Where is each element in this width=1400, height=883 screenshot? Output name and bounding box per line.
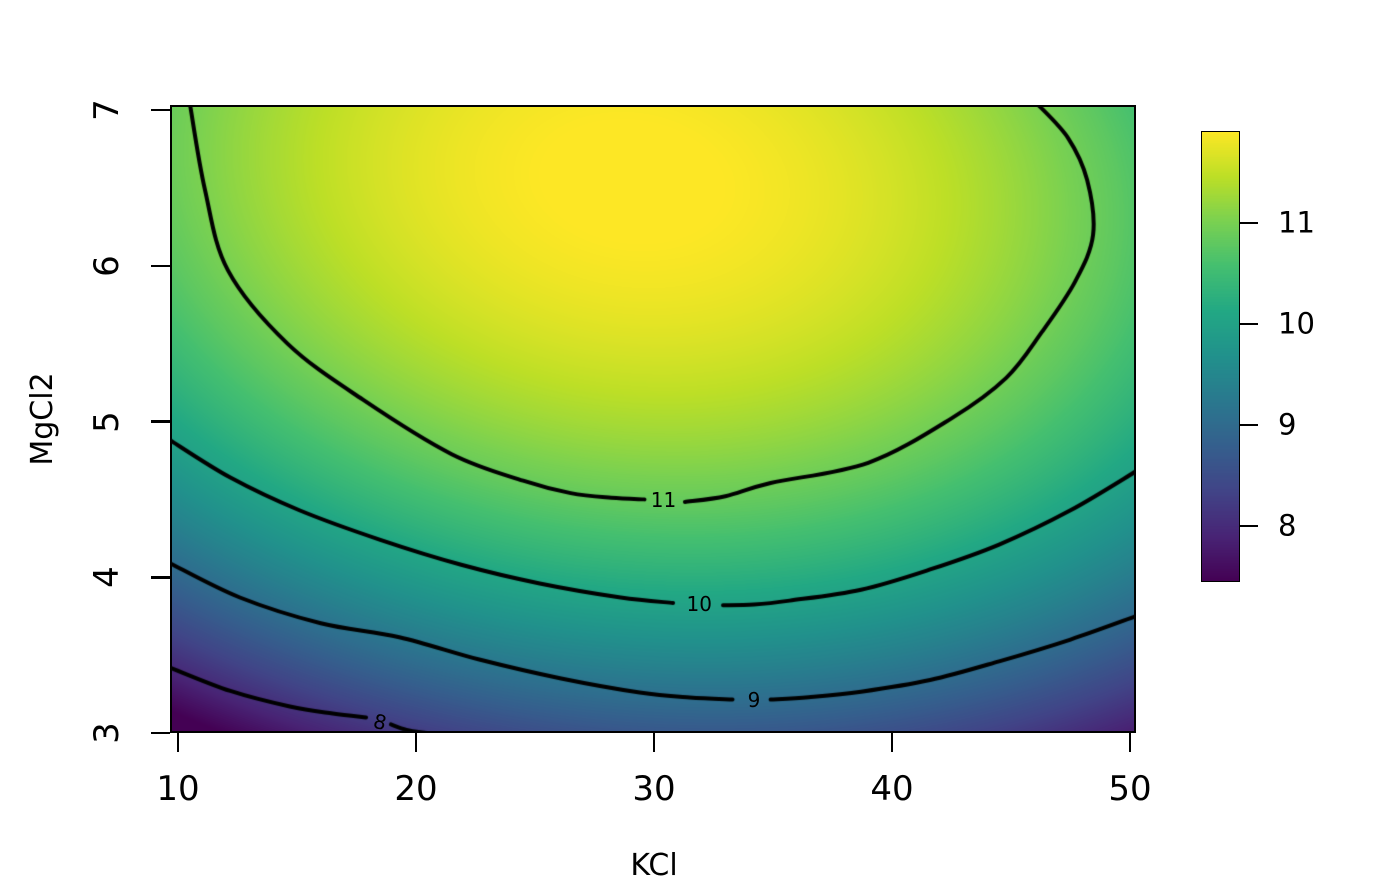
colorbar [1201, 131, 1240, 582]
x-tick-mark-40 [890, 733, 894, 752]
y-tick-label-7: 7 [87, 99, 127, 121]
colorbar-tick-mark-8 [1240, 524, 1258, 528]
contour-heatmap-canvas [170, 105, 1136, 733]
colorbar-tick-mark-10 [1240, 322, 1258, 326]
colorbar-tick-label-10: 10 [1278, 306, 1315, 341]
y-tick-label-5: 5 [87, 410, 127, 433]
x-tick-label-30: 30 [632, 769, 676, 809]
x-tick-label-40: 40 [870, 769, 914, 809]
colorbar-gradient-canvas [1201, 131, 1240, 582]
y-tick-mark-3 [151, 731, 170, 735]
y-tick-label-3: 3 [87, 722, 127, 744]
contour-label-10: 10 [686, 592, 712, 617]
y-tick-label-6: 6 [87, 254, 127, 277]
x-tick-mark-30 [652, 733, 656, 752]
y-tick-mark-4 [151, 576, 170, 579]
y-axis-title: MgCl2 [25, 372, 60, 466]
x-tick-mark-20 [414, 733, 418, 752]
y-tick-mark-5 [151, 420, 170, 423]
colorbar-tick-label-9: 9 [1278, 407, 1297, 442]
contour-label-9: 9 [747, 688, 761, 713]
x-tick-mark-10 [176, 733, 180, 752]
colorbar-tick-mark-11 [1240, 221, 1258, 225]
colorbar-tick-label-11: 11 [1278, 205, 1315, 240]
x-tick-label-20: 20 [394, 769, 438, 809]
colorbar-tick-mark-9 [1240, 423, 1258, 427]
x-tick-label-10: 10 [156, 769, 200, 809]
x-tick-mark-50 [1128, 733, 1132, 752]
y-tick-mark-6 [151, 264, 170, 267]
contour-label-11: 11 [650, 487, 677, 512]
y-tick-mark-7 [151, 108, 170, 112]
plot-panel [170, 105, 1136, 733]
x-tick-label-50: 50 [1108, 769, 1152, 809]
y-tick-label-4: 4 [87, 566, 127, 589]
x-axis-title: KCl [630, 848, 678, 883]
colorbar-tick-label-8: 8 [1278, 508, 1297, 543]
